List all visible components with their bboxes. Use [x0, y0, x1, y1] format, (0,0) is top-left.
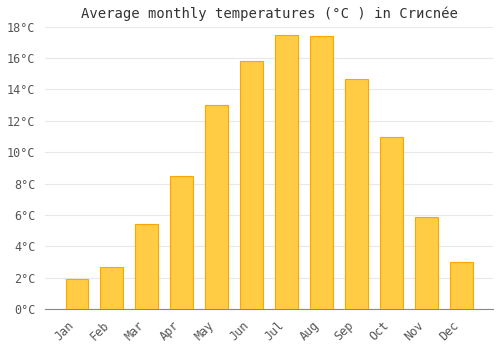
- Bar: [136, 224, 158, 309]
- Bar: [275, 35, 298, 309]
- Bar: [380, 136, 403, 309]
- Bar: [415, 217, 438, 309]
- Bar: [206, 105, 228, 309]
- Bar: [345, 78, 368, 309]
- Bar: [240, 61, 263, 309]
- Bar: [450, 262, 472, 309]
- Title: Average monthly temperatures (°C ) in Crисnée: Average monthly temperatures (°C ) in Cr…: [80, 7, 458, 21]
- Bar: [170, 176, 193, 309]
- Bar: [310, 36, 333, 309]
- Bar: [100, 267, 123, 309]
- Bar: [66, 279, 88, 309]
